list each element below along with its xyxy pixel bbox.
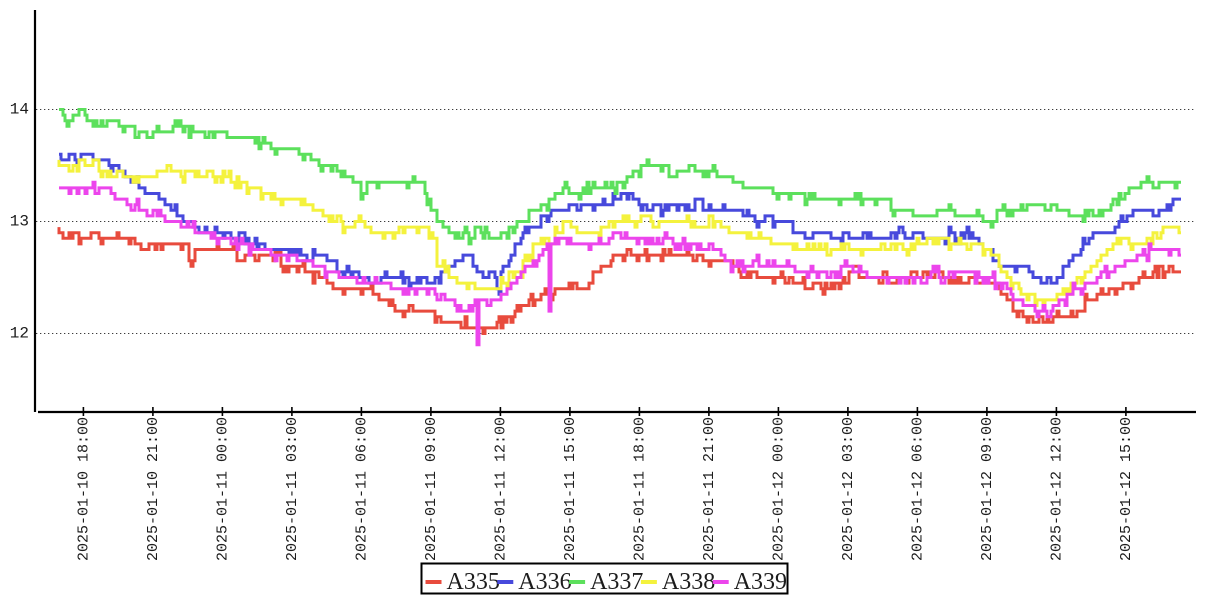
svg-text:2025-01-12 06:00: 2025-01-12 06:00 — [909, 417, 926, 561]
svg-text:A337: A337 — [590, 569, 643, 595]
svg-text:A336: A336 — [518, 569, 571, 595]
svg-text:2025-01-11 00:00: 2025-01-11 00:00 — [214, 417, 231, 561]
svg-text:A335: A335 — [447, 569, 500, 595]
svg-text:2025-01-12 03:00: 2025-01-12 03:00 — [840, 417, 857, 561]
svg-text:2025-01-11 18:00: 2025-01-11 18:00 — [631, 417, 648, 561]
svg-text:2025-01-12 09:00: 2025-01-12 09:00 — [979, 417, 996, 561]
svg-text:A339: A339 — [734, 569, 787, 595]
svg-text:2025-01-11 09:00: 2025-01-11 09:00 — [423, 417, 440, 561]
svg-text:2025-01-11 15:00: 2025-01-11 15:00 — [562, 417, 579, 561]
svg-text:2025-01-11 03:00: 2025-01-11 03:00 — [284, 417, 301, 561]
svg-text:2025-01-12 12:00: 2025-01-12 12:00 — [1048, 417, 1065, 561]
svg-text:13: 13 — [10, 213, 29, 231]
svg-text:2025-01-11 21:00: 2025-01-11 21:00 — [701, 417, 718, 561]
svg-text:2025-01-11 06:00: 2025-01-11 06:00 — [353, 417, 370, 561]
svg-text:2025-01-10 21:00: 2025-01-10 21:00 — [145, 417, 162, 561]
svg-text:2025-01-10 18:00: 2025-01-10 18:00 — [75, 417, 92, 561]
svg-text:2025-01-12 00:00: 2025-01-12 00:00 — [770, 417, 787, 561]
svg-text:12: 12 — [10, 325, 29, 343]
svg-text:14: 14 — [10, 101, 29, 119]
svg-text:2025-01-12 15:00: 2025-01-12 15:00 — [1118, 417, 1135, 561]
svg-text:A338: A338 — [662, 569, 715, 595]
svg-text:2025-01-11 12:00: 2025-01-11 12:00 — [492, 417, 509, 561]
